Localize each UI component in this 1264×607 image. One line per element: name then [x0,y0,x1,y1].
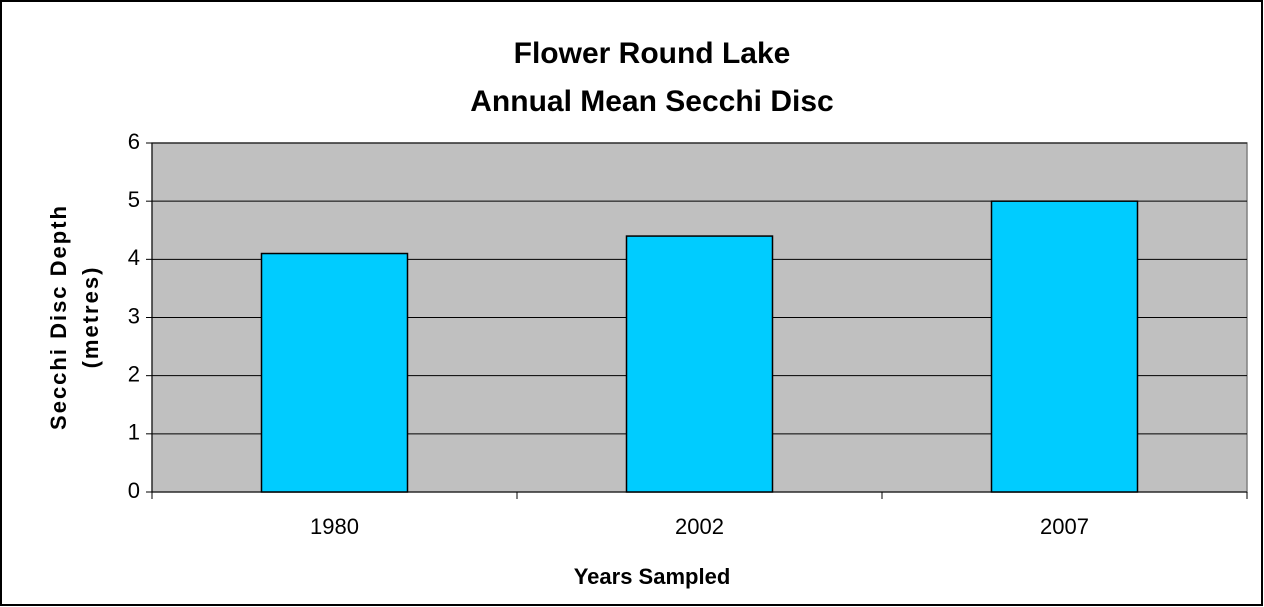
y-tick-label: 0 [128,478,140,503]
chart-title: Flower Round Lake [514,37,791,70]
bar [260,252,409,493]
x-axis-title: Years Sampled [574,564,731,589]
x-tick-label: 2002 [675,514,724,539]
y-tick-label: 3 [128,303,140,328]
y-axis-title: (metres) [78,266,103,369]
bar [990,200,1139,493]
y-axis-title: Secchi Disc Depth [46,204,71,430]
x-tick-label: 2007 [1040,514,1089,539]
y-tick-label: 5 [128,187,140,212]
x-tick-label: 1980 [310,514,359,539]
chart-title: Annual Mean Secchi Disc [470,85,833,118]
y-tick-label: 2 [128,361,140,386]
bar [625,235,774,493]
y-tick-label: 1 [128,420,140,445]
y-tick-label: 4 [128,245,140,270]
y-tick-label: 6 [128,129,140,154]
